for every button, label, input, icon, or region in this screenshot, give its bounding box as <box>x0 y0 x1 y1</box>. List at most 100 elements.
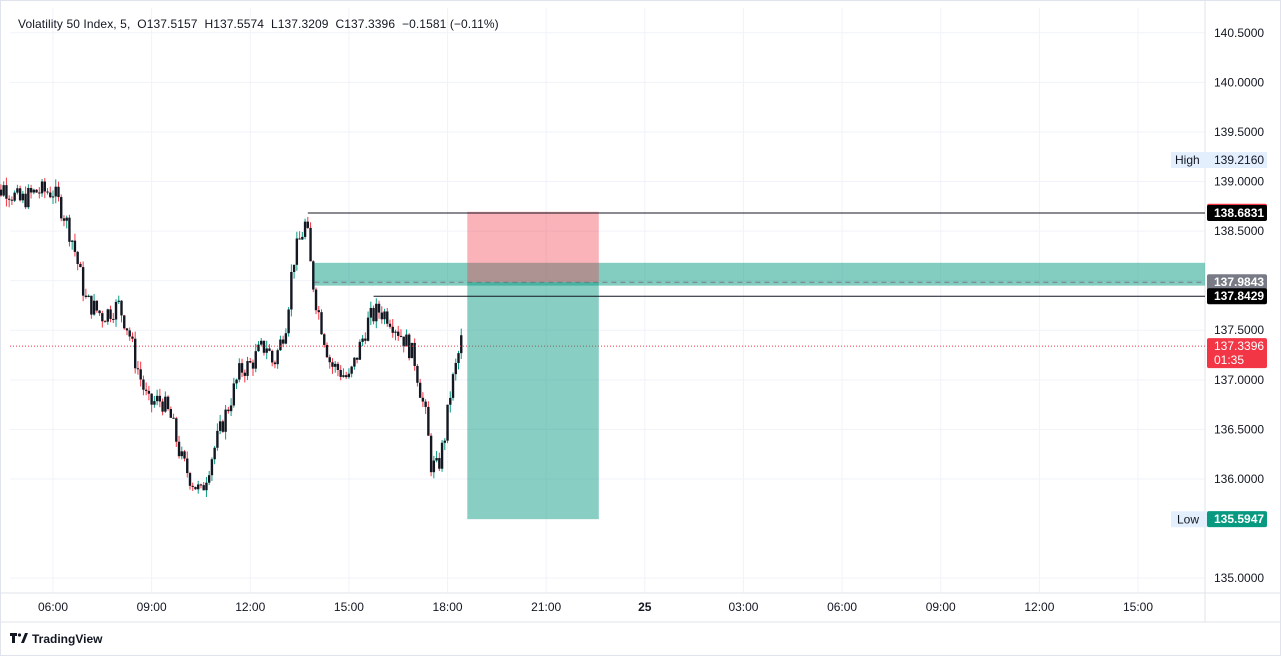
candle-up <box>216 430 219 448</box>
candle-down <box>328 357 331 363</box>
candle-down <box>131 336 134 339</box>
symbol-legend: Volatility 50 Index, 5, O137.5157 H137.5… <box>18 17 499 31</box>
interval: 5 <box>120 17 127 31</box>
x-tick-label: 06:00 <box>827 600 857 614</box>
candle-up <box>432 460 436 473</box>
candle-down <box>243 372 246 376</box>
candle-down <box>380 312 383 320</box>
high-value: 139.2160 <box>1214 153 1264 167</box>
high-label-bg <box>1171 152 1267 169</box>
candle-up <box>155 395 159 402</box>
candle-down <box>418 382 422 398</box>
candle-up <box>347 373 351 378</box>
candle-up <box>383 311 386 320</box>
candle-up <box>254 351 257 369</box>
countdown-label: 01:35 <box>1214 353 1244 367</box>
candle-down <box>317 310 320 313</box>
candle-down <box>188 473 192 486</box>
candle-up <box>224 409 227 432</box>
candle-down <box>314 289 318 311</box>
candle-up <box>369 307 373 318</box>
candle-down <box>166 396 170 410</box>
candle-down <box>125 328 129 331</box>
candle-down <box>46 191 49 193</box>
candle-down <box>172 417 175 419</box>
candle-down <box>49 192 52 198</box>
x-tick-label: 03:00 <box>728 600 758 614</box>
candle-up <box>232 383 236 406</box>
candle-up <box>257 344 260 352</box>
candle-down <box>95 300 99 311</box>
y-tick-label: 140.0000 <box>1214 75 1264 89</box>
candle-down <box>424 401 427 407</box>
candle-up <box>460 335 463 354</box>
support-price-tag: 137.8429 <box>1214 289 1264 303</box>
candle-up <box>301 236 304 240</box>
change-value: −0.1581 (−0.11%) <box>401 17 499 31</box>
candle-up <box>276 350 279 365</box>
candle-up <box>21 193 25 201</box>
low-label: L <box>270 17 278 31</box>
candle-up <box>451 374 455 398</box>
take-profit-zone <box>467 282 599 520</box>
x-tick-label: 09:00 <box>137 600 167 614</box>
candle-down <box>438 458 441 469</box>
target-price-tag-bg <box>1207 511 1267 528</box>
candle-up <box>287 309 290 334</box>
candle-up <box>350 366 353 374</box>
candle-up <box>229 405 233 412</box>
candle-up <box>180 451 183 457</box>
candle-down <box>68 217 71 242</box>
y-tick-label: 139.5000 <box>1214 125 1264 139</box>
candle-up <box>65 217 68 221</box>
candle-down <box>7 198 11 200</box>
candle-down <box>29 188 33 193</box>
candle-down <box>270 350 274 363</box>
candle-down <box>268 348 271 351</box>
candle-down <box>144 389 148 391</box>
candle-down <box>175 418 178 442</box>
tradingview-brand[interactable]: TradingView <box>10 631 102 646</box>
entry-zone-band <box>314 262 1205 286</box>
candle-down <box>397 331 400 336</box>
candle-down <box>331 362 334 367</box>
candle-down <box>10 199 14 201</box>
candle-down <box>98 310 101 314</box>
candle-down <box>38 192 41 194</box>
tradingview-logo-icon <box>10 631 28 646</box>
candle-down <box>386 311 389 324</box>
candle-down <box>309 227 312 262</box>
open-label: O <box>137 17 147 31</box>
candle-down <box>79 263 82 268</box>
last-price-tag: 137.3396 <box>1214 339 1264 353</box>
candle-up <box>54 186 57 197</box>
candle-up <box>292 264 296 272</box>
candle-down <box>123 315 126 329</box>
candle-down <box>120 300 123 316</box>
candle-down <box>128 330 131 337</box>
support-price-tag-bg <box>1207 288 1267 305</box>
high-label: H <box>204 17 214 31</box>
high-value: 137.5574 <box>213 17 265 31</box>
candle-up <box>394 331 397 333</box>
candle-up <box>114 301 118 320</box>
target-price-tag: 135.5947 <box>1214 512 1264 526</box>
candle-down <box>413 342 416 366</box>
entry-price-tag: 137.9843 <box>1214 275 1264 289</box>
stop-loss-zone <box>467 211 599 283</box>
candle-up <box>443 440 447 443</box>
symbol-name[interactable]: Volatility 50 Index <box>18 17 114 31</box>
candle-down <box>0 189 3 196</box>
candle-up <box>27 188 30 208</box>
candle-down <box>169 409 173 418</box>
low-word: Low <box>1177 512 1199 526</box>
y-tick-label: 136.5000 <box>1214 422 1264 436</box>
candle-down <box>133 338 137 369</box>
candle-down <box>81 267 85 296</box>
candle-down <box>298 238 301 240</box>
x-tick-label: 15:00 <box>334 600 364 614</box>
candle-up <box>213 447 216 460</box>
candle-up <box>2 185 5 196</box>
candle-up <box>405 334 408 347</box>
